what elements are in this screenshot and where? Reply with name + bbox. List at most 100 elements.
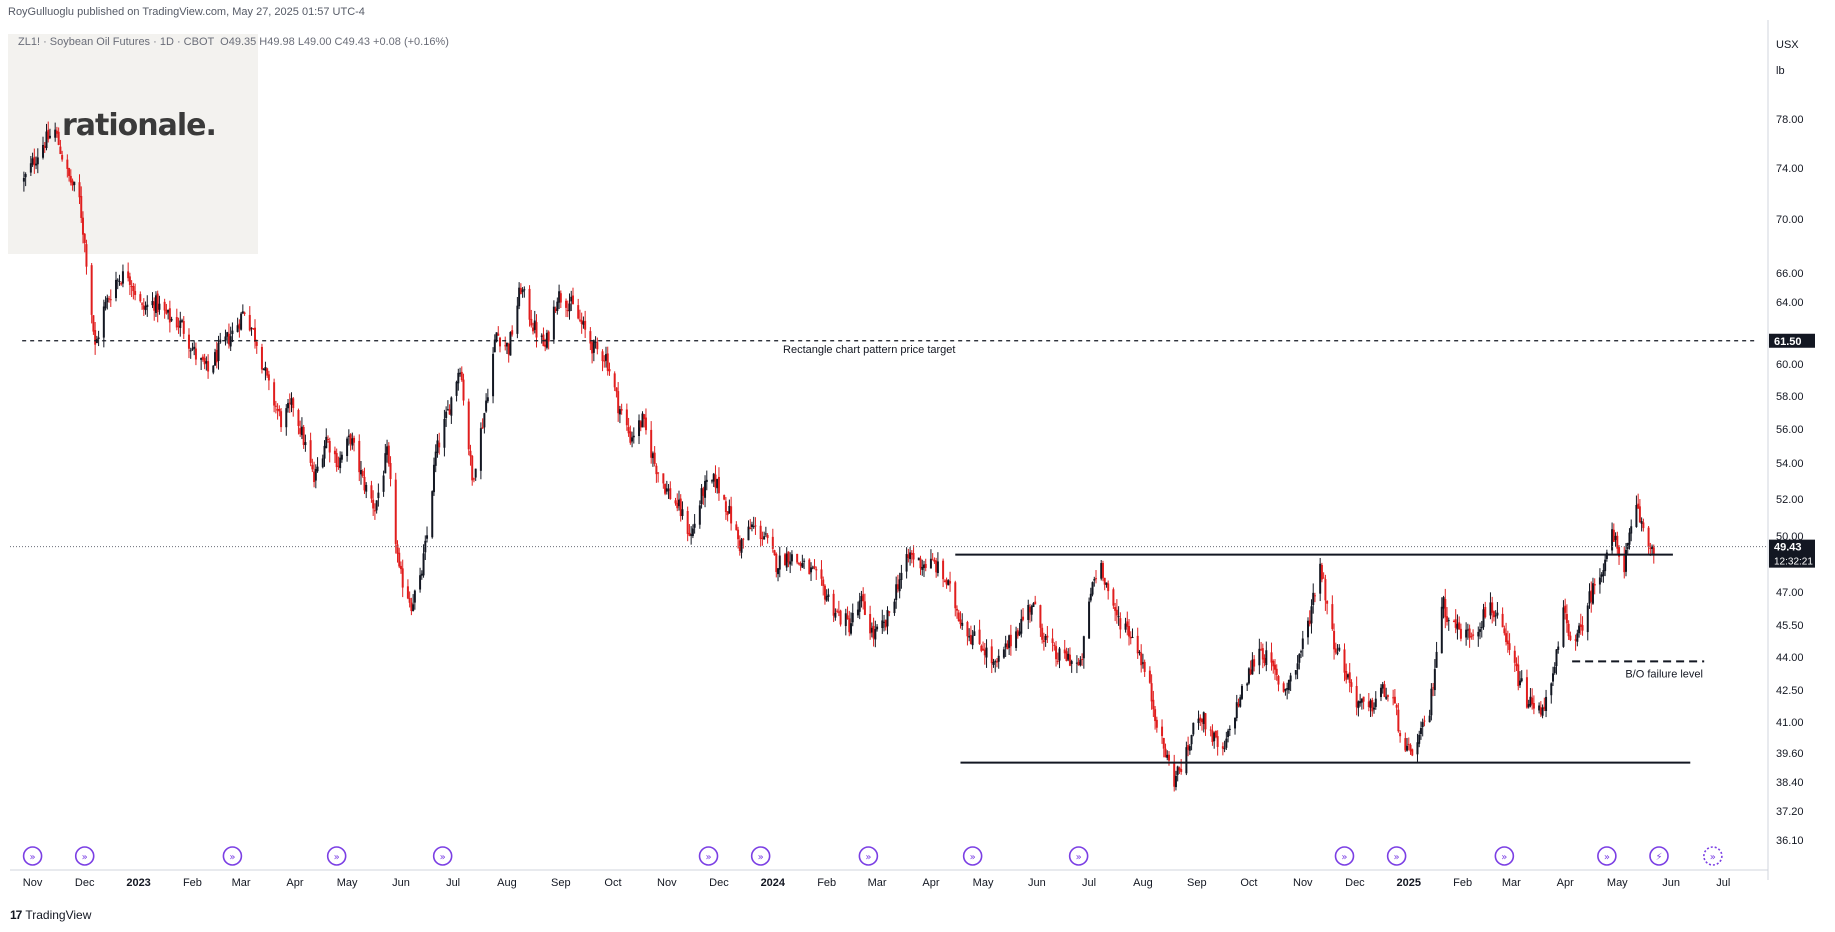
- candle-body: [1492, 611, 1495, 618]
- x-tick-label: Nov: [1293, 877, 1313, 889]
- candle-body: [1055, 646, 1058, 660]
- candle-body: [523, 289, 526, 291]
- x-tick-label: Feb: [183, 877, 202, 889]
- candle-body: [358, 440, 361, 473]
- candle-body: [644, 417, 647, 431]
- candle-body: [912, 553, 915, 560]
- candle-body: [667, 489, 670, 491]
- candle-body: [973, 631, 976, 636]
- candle-body: [1371, 699, 1374, 712]
- candle-body: [1020, 618, 1023, 634]
- candle-body: [815, 569, 818, 571]
- candle-body: [120, 282, 123, 285]
- candle-body: [691, 528, 694, 537]
- candle-body: [1103, 577, 1106, 585]
- candle-body: [1282, 683, 1285, 692]
- candle-body: [1331, 604, 1334, 629]
- candle-body: [688, 532, 691, 536]
- candle-body: [1435, 651, 1438, 668]
- candle-body: [749, 527, 752, 530]
- candle-body: [547, 331, 550, 342]
- candle-body: [716, 479, 719, 489]
- candle-body: [1204, 713, 1207, 730]
- candle-body: [1138, 651, 1141, 654]
- candle-body: [556, 301, 559, 311]
- candle-body: [471, 455, 474, 481]
- candle-body: [777, 568, 780, 575]
- candle-body: [146, 304, 149, 307]
- candle-body: [568, 303, 571, 312]
- candle-body: [182, 321, 185, 334]
- candle-body: [884, 620, 887, 628]
- candle-body: [1586, 605, 1589, 633]
- candle-body: [535, 322, 538, 338]
- candle-body: [773, 550, 776, 556]
- candle-body: [1543, 706, 1546, 710]
- candle-body: [1635, 505, 1638, 527]
- x-tick-label: Apr: [1557, 877, 1574, 889]
- x-tick-label: Apr: [286, 877, 303, 889]
- x-tick-label: Aug: [497, 877, 517, 889]
- candle-body: [1307, 620, 1310, 638]
- candle-body: [954, 582, 957, 609]
- candle-body: [1124, 623, 1127, 630]
- candle-body: [370, 485, 373, 499]
- candle-body: [412, 604, 415, 611]
- candle-body: [874, 629, 877, 640]
- candle-body: [219, 339, 222, 343]
- candle-body: [1067, 653, 1070, 660]
- candle-body: [438, 442, 441, 448]
- candle-body: [22, 177, 25, 182]
- candle-body: [775, 553, 778, 573]
- candle-body: [681, 509, 684, 516]
- candle-body: [862, 594, 865, 602]
- candle-body: [1167, 754, 1170, 761]
- candle-body: [1637, 503, 1640, 509]
- candle-body: [187, 334, 190, 349]
- candle-body: [825, 596, 828, 601]
- annotation-label: B/O failure level: [1625, 668, 1703, 680]
- event-marker-icon: [1494, 846, 1515, 866]
- y-tick-label: 60.00: [1776, 359, 1804, 371]
- candle-body: [995, 661, 998, 663]
- candle-body: [424, 540, 427, 553]
- candle-body: [373, 510, 376, 512]
- candle-body: [1235, 702, 1238, 719]
- candle-body: [118, 281, 121, 283]
- candle-body: [1240, 685, 1243, 699]
- candle-body: [432, 464, 435, 493]
- candle-body: [177, 325, 180, 327]
- candle-body: [571, 295, 574, 305]
- candle-body: [698, 505, 701, 525]
- candle-body: [771, 536, 774, 549]
- candle-body: [714, 474, 717, 488]
- candle-body: [759, 525, 762, 540]
- candle-body: [457, 372, 460, 384]
- candle-body: [823, 585, 826, 600]
- candle-body: [676, 502, 679, 509]
- candle-body: [813, 566, 816, 569]
- candle-body: [992, 661, 995, 665]
- candle-body: [181, 320, 184, 322]
- candle-body: [1367, 701, 1370, 708]
- event-marker-glyph: »: [705, 852, 711, 863]
- candle-body: [1588, 591, 1591, 604]
- candle-body: [1115, 609, 1118, 616]
- candle-body: [214, 352, 217, 366]
- candle-body: [311, 464, 314, 470]
- candle-body: [1628, 532, 1631, 545]
- candle-body: [1260, 649, 1263, 651]
- candle-body: [48, 135, 51, 138]
- candle-body: [426, 535, 429, 539]
- y-tick-label: 74.00: [1776, 163, 1804, 175]
- candle-body: [201, 356, 204, 360]
- candle-body: [109, 299, 112, 301]
- candle-body: [445, 411, 448, 418]
- candle-body: [134, 290, 137, 295]
- candle-body: [888, 611, 891, 613]
- candle-body: [142, 305, 145, 310]
- candle-body: [229, 336, 232, 347]
- candle-body: [900, 572, 903, 580]
- candle-body: [1623, 555, 1626, 573]
